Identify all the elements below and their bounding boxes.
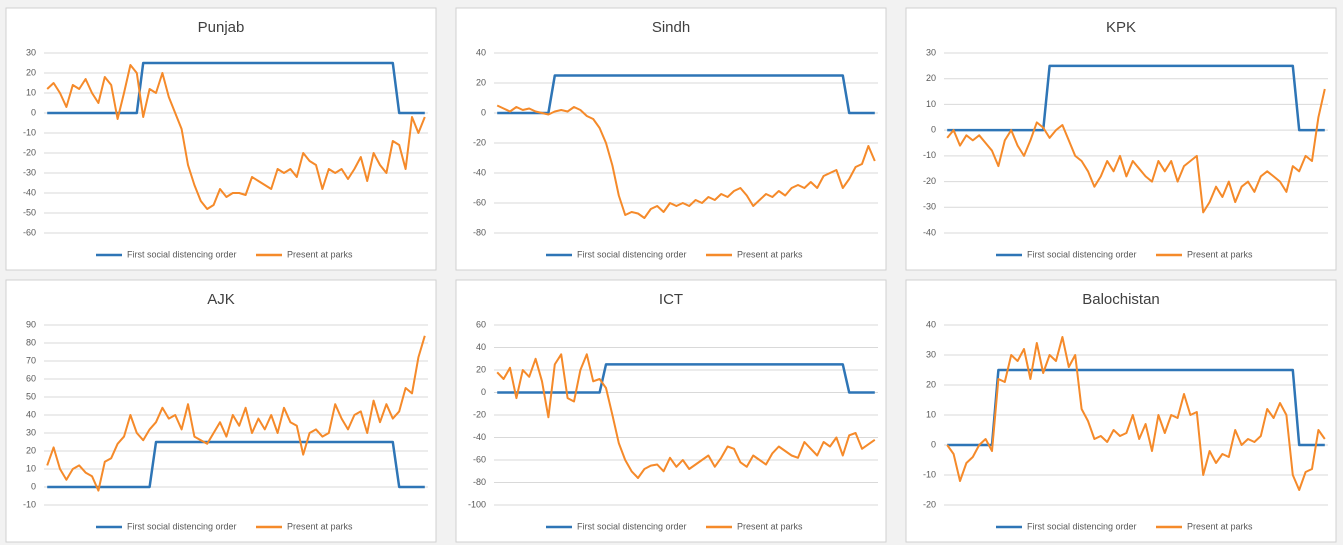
legend-label: First social distencing order	[1027, 249, 1137, 259]
series-line	[946, 336, 1326, 491]
legend-label: Present at parks	[287, 249, 353, 259]
y-tick-label: -10	[23, 127, 36, 137]
y-tick-label: -60	[473, 197, 486, 207]
y-tick-label: -40	[473, 432, 486, 442]
panel	[905, 7, 1337, 271]
legend-label: Present at parks	[287, 521, 353, 531]
y-tick-label: 40	[476, 47, 486, 57]
y-tick-label: -40	[23, 187, 36, 197]
y-tick-label: -20	[473, 409, 486, 419]
y-tick-label: 30	[926, 47, 936, 57]
y-tick-label: 30	[26, 427, 36, 437]
legend-label: First social distencing order	[577, 521, 687, 531]
legend-label: Present at parks	[737, 249, 803, 259]
y-tick-label: -30	[923, 202, 936, 212]
series-line	[496, 104, 876, 219]
y-tick-label: 10	[26, 463, 36, 473]
y-tick-label: 60	[26, 373, 36, 383]
y-tick-label: -40	[923, 227, 936, 237]
series-line	[497, 74, 875, 115]
y-tick-label: 40	[26, 409, 36, 419]
y-tick-label: -10	[923, 469, 936, 479]
chart-title: Balochistan	[1082, 291, 1160, 308]
y-tick-label: -50	[23, 207, 36, 217]
y-tick-label: -20	[473, 137, 486, 147]
y-tick-label: 20	[926, 73, 936, 83]
y-tick-label: 40	[476, 342, 486, 352]
y-tick-label: -20	[923, 176, 936, 186]
chart-title: AJK	[207, 291, 235, 308]
legend-label: Present at parks	[1187, 521, 1253, 531]
y-tick-label: 0	[481, 387, 486, 397]
legend-label: First social distencing order	[127, 249, 237, 259]
y-tick-label: 40	[926, 319, 936, 329]
y-tick-label: -80	[473, 477, 486, 487]
legend-label: First social distencing order	[1027, 521, 1137, 531]
chart-title: ICT	[659, 291, 683, 308]
legend-label: Present at parks	[737, 521, 803, 531]
y-tick-label: -40	[473, 167, 486, 177]
y-tick-label: -60	[473, 454, 486, 464]
panel	[5, 7, 437, 271]
y-tick-label: 20	[926, 379, 936, 389]
chart-title: Punjab	[198, 19, 245, 36]
y-tick-label: -30	[23, 167, 36, 177]
y-tick-label: -60	[23, 227, 36, 237]
y-tick-label: 90	[26, 319, 36, 329]
y-tick-label: 0	[931, 439, 936, 449]
panel	[455, 279, 887, 543]
y-tick-label: 0	[31, 481, 36, 491]
y-tick-label: -20	[923, 499, 936, 509]
series-line	[47, 61, 425, 115]
y-tick-label: 20	[26, 67, 36, 77]
legend-label: Present at parks	[1187, 249, 1253, 259]
y-tick-label: 20	[476, 364, 486, 374]
y-tick-label: 0	[931, 125, 936, 135]
chart-title: KPK	[1106, 19, 1136, 36]
y-tick-label: -10	[923, 150, 936, 160]
y-tick-label: 20	[26, 445, 36, 455]
legend-label: First social distencing order	[127, 521, 237, 531]
legend-label: First social distencing order	[577, 249, 687, 259]
chart-title: Sindh	[652, 19, 690, 36]
panel	[5, 279, 437, 543]
y-tick-label: 10	[926, 409, 936, 419]
y-tick-label: 10	[926, 99, 936, 109]
panel	[455, 7, 887, 271]
panel	[905, 279, 1337, 543]
series-line	[947, 368, 1325, 447]
series-line	[47, 440, 425, 489]
y-tick-label: -10	[23, 499, 36, 509]
y-tick-label: 30	[926, 349, 936, 359]
y-tick-label: 0	[31, 107, 36, 117]
y-tick-label: 30	[26, 47, 36, 57]
y-tick-label: 60	[476, 319, 486, 329]
y-tick-label: 10	[26, 87, 36, 97]
series-line	[46, 64, 426, 210]
y-tick-label: 0	[481, 107, 486, 117]
y-tick-label: -20	[23, 147, 36, 157]
y-tick-label: 80	[26, 337, 36, 347]
y-tick-label: 70	[26, 355, 36, 365]
y-tick-label: -100	[468, 499, 486, 509]
y-tick-label: 20	[476, 77, 486, 87]
series-line	[46, 335, 426, 492]
series-line	[946, 88, 1326, 214]
series-line	[496, 353, 876, 479]
y-tick-label: -80	[473, 227, 486, 237]
series-line	[497, 363, 875, 394]
y-tick-label: 50	[26, 391, 36, 401]
